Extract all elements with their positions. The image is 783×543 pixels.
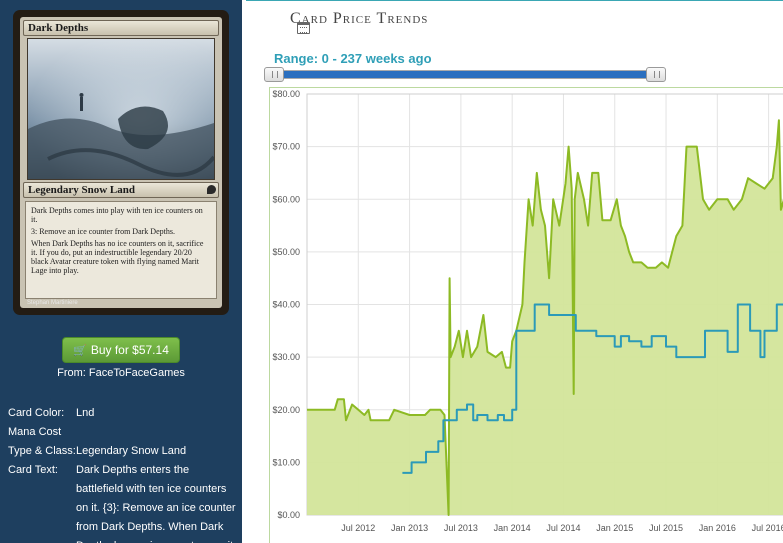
y-tick-label: $20.00 — [272, 405, 300, 415]
y-tick-label: $60.00 — [272, 194, 300, 204]
x-tick-label: Jan 2016 — [699, 523, 736, 533]
card-type-line: Legendary Snow Land — [23, 182, 219, 198]
price-chart: $0.00 $10.00 $20.00 $30.00 $40.00 $50.00 $60.0… — [272, 89, 783, 533]
y-tick-label: $40.00 — [272, 300, 300, 310]
x-tick-label: Jan 2014 — [494, 523, 531, 533]
panel-title-text: Card Price Trends — [290, 10, 429, 27]
range-slider[interactable] — [264, 67, 666, 82]
series-line-1 — [402, 303, 783, 474]
shopping-cart-icon: 🛒 — [73, 345, 87, 357]
x-tick-label: Jan 2013 — [391, 523, 428, 533]
y-tick-label: $30.00 — [272, 352, 300, 362]
y-tick-label: $50.00 — [272, 247, 300, 257]
card-sidebar: Dark Depths Legend — [0, 0, 242, 543]
card-text-line: Dark Depths comes into play with ten ice… — [31, 206, 203, 224]
range-slider-handle-end[interactable] — [646, 67, 666, 82]
detail-value: Legendary Snow Land — [76, 445, 187, 457]
detail-label: Card Color: — [8, 407, 65, 419]
card-rules-text: Dark Depths comes into play with ten ice… — [25, 201, 217, 299]
x-tick-label: Jan 2015 — [596, 523, 633, 533]
card-details: Card Color: Lnd Mana Cost Type & Class: … — [8, 404, 236, 543]
card-frame: Dark Depths Legend — [20, 17, 222, 308]
x-tick-label: Jul 2013 — [444, 523, 478, 533]
x-tick-label: Jul 2016 — [752, 523, 783, 533]
y-tick-label: $10.00 — [272, 457, 300, 467]
x-tick-label: Jul 2015 — [649, 523, 683, 533]
card-art — [27, 38, 215, 180]
y-tick-label: $80.00 — [272, 89, 300, 99]
buy-button-label: Buy for $57.14 — [90, 343, 169, 357]
y-tick-label: $0.00 — [277, 510, 300, 520]
card-art-illustration — [28, 39, 214, 179]
panel-title: Card Price Trends — [270, 10, 429, 34]
x-tick-label: Jul 2014 — [546, 523, 580, 533]
range-label: Range: 0 - 237 weeks ago — [274, 51, 432, 66]
card-image: Dark Depths Legend — [13, 10, 229, 315]
detail-row: Card Color: Lnd — [8, 404, 236, 423]
detail-row: Card Text: Dark Depths enters the battle… — [8, 461, 236, 543]
detail-value: Dark Depths enters the battlefield with … — [76, 464, 236, 543]
buy-button[interactable]: 🛒 Buy for $57.14 — [62, 337, 180, 363]
card-name: Dark Depths — [23, 20, 219, 36]
detail-value — [76, 423, 236, 442]
detail-value: Lnd — [76, 407, 95, 419]
y-tick-label: $70.00 — [272, 142, 300, 152]
card-text-line: 3: Remove an ice counter from Dark Depth… — [31, 227, 175, 236]
price-chart-container: $0.00 $10.00 $20.00 $30.00 $40.00 $50.00 $60.0… — [269, 87, 783, 543]
set-symbol-icon — [207, 185, 216, 194]
detail-row: Type & Class: Legendary Snow Land — [8, 442, 236, 461]
series-area-0 — [307, 120, 783, 515]
card-text-line: When Dark Depths has no ice counters on … — [31, 239, 204, 275]
detail-row: Mana Cost — [8, 423, 236, 442]
range-slider-selection — [275, 71, 653, 78]
detail-label: Card Text: — [8, 464, 58, 476]
detail-label: Type & Class: — [8, 445, 76, 457]
divider — [246, 0, 783, 1]
calendar-icon — [297, 22, 310, 34]
card-artist: Stephan Martiniere — [27, 300, 78, 306]
price-trends-panel: Card Price Trends Range: 0 - 237 weeks a… — [242, 0, 783, 543]
detail-label: Mana Cost — [8, 426, 62, 438]
x-tick-label: Jul 2012 — [341, 523, 375, 533]
range-slider-handle-start[interactable] — [264, 67, 284, 82]
series-line-0 — [307, 119, 783, 516]
vendor-source: From: FaceToFaceGames — [57, 367, 185, 379]
